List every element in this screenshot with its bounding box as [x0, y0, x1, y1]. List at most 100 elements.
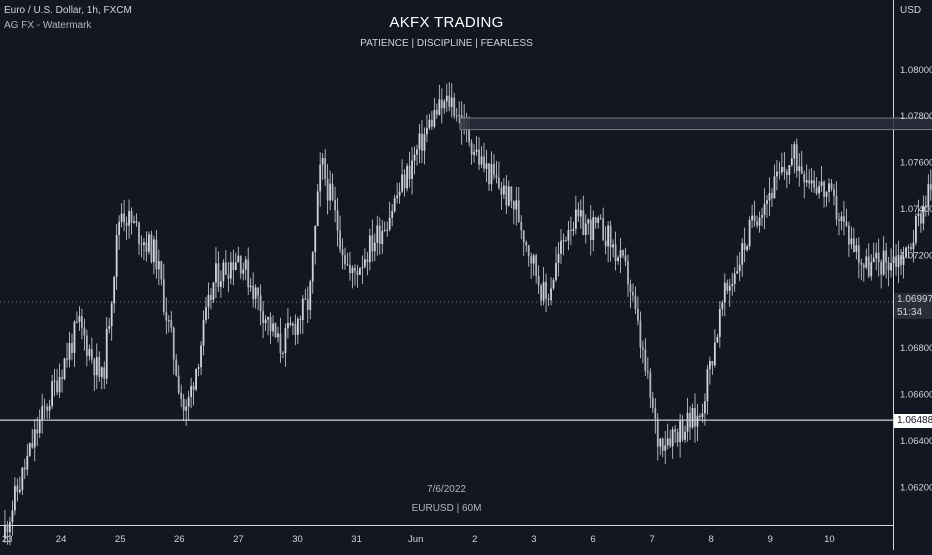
candle-body: [215, 263, 217, 283]
candle-body: [882, 250, 885, 275]
candle-body: [641, 347, 644, 350]
candle: [895, 244, 897, 276]
candle-body: [138, 222, 140, 244]
candle-body: [289, 322, 292, 326]
candle-body: [368, 235, 371, 263]
candle: [495, 161, 498, 184]
candle-body: [46, 406, 49, 411]
candle: [828, 178, 830, 203]
candle-body: [656, 418, 659, 447]
candle: [68, 332, 71, 368]
candle-body: [155, 239, 158, 270]
candle: [656, 413, 659, 461]
candle-body: [629, 284, 632, 293]
candle: [803, 170, 806, 199]
candle-body: [872, 258, 875, 263]
candle: [798, 153, 801, 187]
candle-body: [828, 183, 830, 193]
candle: [252, 272, 255, 308]
candle: [249, 277, 252, 293]
candle-body: [371, 235, 374, 252]
candle-body: [927, 184, 930, 207]
candle-body: [185, 406, 188, 411]
candle-body: [247, 259, 250, 288]
candle-body: [63, 358, 66, 379]
supply-zone-box[interactable]: [459, 117, 932, 131]
candle: [133, 215, 135, 224]
candle: [197, 363, 200, 377]
candle: [349, 251, 351, 281]
candle-body: [522, 230, 525, 243]
candle-body: [587, 219, 590, 224]
candle: [919, 210, 922, 233]
candle-body: [172, 327, 175, 360]
candle: [470, 139, 473, 165]
candle-body: [329, 183, 332, 201]
candle: [475, 135, 478, 156]
candle: [38, 409, 41, 439]
candle: [217, 251, 220, 292]
candle-body: [130, 210, 133, 223]
candle: [843, 200, 845, 236]
candle-body: [128, 210, 130, 226]
candle-body: [344, 255, 346, 265]
candle-body: [507, 186, 510, 206]
candle: [800, 150, 803, 175]
candle: [274, 322, 277, 338]
candle-body: [699, 415, 701, 418]
candle-body: [21, 467, 24, 490]
candle-body: [761, 215, 763, 218]
candle-body: [485, 163, 488, 169]
candle-body: [728, 285, 731, 291]
candle-body: [252, 285, 255, 299]
candle-body: [704, 401, 706, 414]
candle: [190, 377, 193, 409]
candle: [366, 252, 369, 276]
candle-body: [550, 288, 552, 301]
candle: [143, 238, 145, 261]
candle-body: [105, 328, 108, 379]
candle-body: [438, 99, 441, 115]
candle: [790, 144, 793, 167]
candle: [314, 225, 317, 265]
candle-body: [411, 160, 413, 180]
candle-body: [66, 358, 68, 360]
candle: [711, 360, 714, 375]
candle-body: [287, 322, 289, 329]
candle: [130, 207, 133, 235]
candle: [416, 144, 418, 166]
candle-body: [594, 217, 597, 223]
indicator-label: AG FX - Watermark: [4, 20, 92, 31]
candle: [589, 205, 592, 256]
candle: [212, 281, 215, 304]
candle-body: [711, 360, 714, 366]
candle-body: [604, 240, 607, 247]
candle: [309, 279, 312, 320]
candle-body: [135, 221, 138, 223]
candle-body: [291, 323, 294, 326]
candle-body: [746, 246, 749, 251]
candle: [885, 242, 888, 279]
candle: [637, 296, 639, 326]
candle: [587, 218, 590, 235]
candle: [356, 264, 359, 288]
candle: [406, 163, 408, 192]
candle-body: [845, 221, 848, 226]
candle: [609, 221, 612, 262]
candle-body: [190, 386, 193, 398]
candle-body: [284, 328, 287, 354]
candle: [530, 252, 533, 279]
candle-body: [671, 429, 674, 447]
candle: [579, 199, 582, 229]
candle: [187, 390, 190, 420]
candle: [200, 341, 202, 376]
candle: [185, 399, 188, 426]
candle-body: [897, 255, 900, 267]
candle-body: [798, 166, 801, 172]
candle-body: [212, 282, 215, 300]
candle: [880, 259, 883, 289]
candle: [135, 213, 138, 227]
candle: [16, 478, 19, 502]
